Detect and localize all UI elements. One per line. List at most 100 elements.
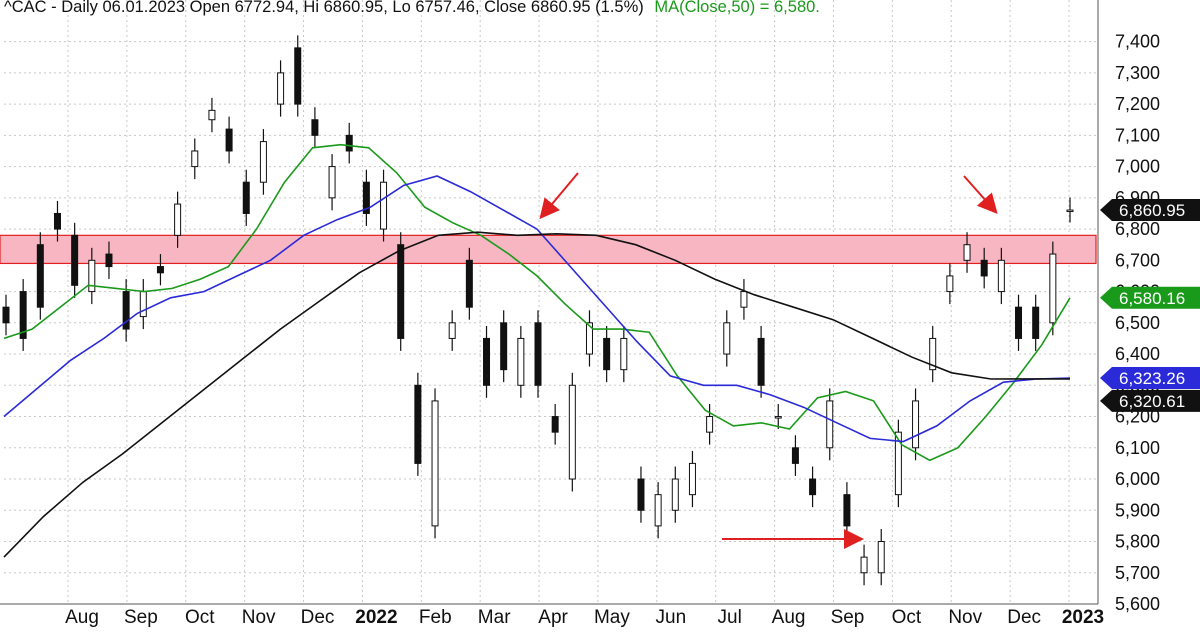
candle-body <box>2 306 10 324</box>
candle-body <box>71 234 79 286</box>
x-tick-label: Nov <box>242 607 276 628</box>
candle-body <box>242 181 250 214</box>
candle-body <box>191 150 199 168</box>
candle-body <box>362 181 370 214</box>
x-tick-label: Apr <box>538 607 568 628</box>
y-tick-label: 5,600 <box>1115 594 1160 614</box>
candle-body <box>929 337 937 371</box>
y-tick-label: 7,200 <box>1115 94 1160 114</box>
y-tick-label: 6,100 <box>1115 438 1160 458</box>
price-tag-bg <box>1100 367 1200 390</box>
y-tick-label: 5,900 <box>1115 500 1160 520</box>
x-tick-label: 2023 <box>1062 607 1104 628</box>
x-tick-label: Sep <box>124 607 158 628</box>
resistance-band <box>0 234 1097 265</box>
price-tag: 6,320.61 <box>1100 389 1200 412</box>
ma-line <box>3 175 1071 443</box>
candle-body <box>826 400 834 449</box>
x-tick-label: Oct <box>892 607 922 628</box>
x-tick-label: Jul <box>718 607 742 628</box>
candle-body <box>1015 306 1023 339</box>
candle-body <box>654 494 662 527</box>
x-tick-label: Nov <box>948 607 982 628</box>
candle-body <box>414 384 422 464</box>
candle-body <box>517 337 525 386</box>
price-tag-text: 6,323.26 <box>1119 369 1185 388</box>
candle-body <box>688 462 696 496</box>
candle-body <box>311 119 319 136</box>
resistance-zone <box>0 234 1097 265</box>
x-tick-label: 2022 <box>355 607 397 628</box>
candle-body <box>122 291 130 330</box>
candle-body <box>105 253 113 268</box>
candle-body <box>791 447 799 464</box>
candle-body <box>568 384 576 480</box>
candle-body <box>483 337 491 386</box>
y-tick-label: 7,300 <box>1115 63 1160 83</box>
candle-body <box>740 291 748 308</box>
price-tag-bg <box>1100 199 1200 222</box>
chart-header: ^CAC - Daily 06.01.2023 Open 6772.94, Hi… <box>4 0 820 16</box>
candle-body <box>706 416 714 433</box>
candle-body <box>809 478 817 496</box>
candle-body <box>19 291 27 339</box>
x-tick-label: Feb <box>419 607 452 628</box>
arrow-november <box>963 175 998 214</box>
candle-body <box>774 416 782 419</box>
moving-averages <box>3 143 1071 558</box>
y-tick-label: 6,500 <box>1115 313 1160 333</box>
price-tag: 6,860.95 <box>1100 199 1200 222</box>
y-tick-label: 7,400 <box>1115 32 1160 52</box>
arrow-april <box>539 172 579 220</box>
candle-body <box>671 478 679 511</box>
candle-body <box>551 416 559 433</box>
candle-body <box>603 337 611 371</box>
grid <box>4 0 1098 605</box>
price-tag: 6,323.26 <box>1100 367 1200 390</box>
price-tag-bg <box>1100 286 1200 309</box>
candle-body <box>294 47 302 105</box>
candle-body <box>277 72 285 105</box>
candle-body <box>397 244 405 339</box>
candle-body <box>1049 253 1057 324</box>
candle-body <box>620 337 628 371</box>
ma-line <box>3 143 1071 462</box>
candle-body <box>225 128 233 152</box>
x-tick-label: Jun <box>656 607 687 628</box>
price-tags: 6,860.95 6,580.16 6,323.26 6,320.61 <box>1100 199 1200 412</box>
y-tick-label: 6,700 <box>1115 250 1160 270</box>
candle-body <box>980 259 988 277</box>
candle-body <box>877 541 885 574</box>
price-candles <box>2 35 1074 586</box>
x-tick-label: Oct <box>185 607 215 628</box>
y-tick-label: 7,000 <box>1115 157 1160 177</box>
candle-body <box>88 259 96 293</box>
candle-body <box>946 275 954 293</box>
candle-body <box>912 400 920 449</box>
y-tick-label: 6,800 <box>1115 219 1160 239</box>
header-ma: MA(Close,50) = 6,580. <box>654 0 820 16</box>
x-tick-label: May <box>594 607 630 628</box>
candle-body <box>963 244 971 261</box>
ma-line <box>3 231 1070 558</box>
x-tick-label: Dec <box>301 607 335 628</box>
y-tick-label: 7,100 <box>1115 125 1160 145</box>
price-tag-text: 6,860.95 <box>1119 201 1185 220</box>
candle-body <box>860 556 868 574</box>
candle-body <box>36 244 44 308</box>
candle-body <box>723 322 731 355</box>
candle-body <box>997 259 1005 293</box>
candle-body <box>843 494 851 527</box>
price-tag-text: 6,580.16 <box>1119 289 1185 308</box>
candle-body <box>637 478 645 511</box>
candle-body <box>500 322 508 371</box>
candle-body <box>448 322 456 339</box>
price-tag-bg <box>1100 389 1200 412</box>
candle-body <box>328 166 336 199</box>
x-tick-label: Aug <box>772 607 806 628</box>
candle-body <box>894 431 902 496</box>
candle-body <box>585 322 593 355</box>
candle-body <box>1066 209 1074 213</box>
